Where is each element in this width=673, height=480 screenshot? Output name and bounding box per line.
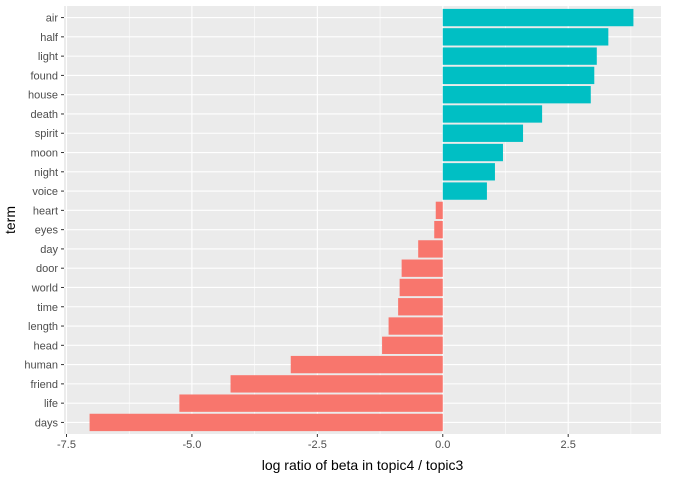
x-axis-title: log ratio of beta in topic4 / topic3 xyxy=(262,457,464,473)
bar-found xyxy=(442,66,595,85)
y-tick-label: time xyxy=(37,302,58,314)
y-tick-label: day xyxy=(40,244,58,256)
y-tick-label: moon xyxy=(30,148,58,160)
y-tick-label: heart xyxy=(33,205,58,217)
y-tick-label: found xyxy=(30,70,58,82)
y-tick-label: friend xyxy=(30,379,58,391)
y-tick-label: death xyxy=(30,109,58,121)
bar-days xyxy=(89,413,443,432)
x-tick-label: -5.0 xyxy=(182,439,201,451)
y-tick-label: half xyxy=(40,32,59,44)
bar-world xyxy=(399,278,443,297)
x-tick-label: -2.5 xyxy=(308,439,327,451)
bar-life xyxy=(179,394,443,412)
bar-light xyxy=(442,47,597,65)
bar-spirit xyxy=(442,124,524,142)
bar-moon xyxy=(442,143,503,162)
bar-voice xyxy=(442,182,487,200)
y-tick-label: days xyxy=(35,417,59,429)
x-tick-label: 2.5 xyxy=(561,439,576,451)
y-tick-label: world xyxy=(31,282,58,294)
bar-eyes xyxy=(434,220,443,239)
bar-door xyxy=(401,259,443,277)
bar-half xyxy=(442,28,609,46)
bar-air xyxy=(442,8,634,27)
y-tick-label: house xyxy=(28,90,58,102)
y-tick-label: air xyxy=(46,13,59,25)
bar-length xyxy=(388,317,443,335)
bar-house xyxy=(442,86,591,104)
bar-night xyxy=(442,163,495,181)
bar-day xyxy=(418,240,443,258)
y-tick-label: spirit xyxy=(35,128,58,140)
y-tick-label: life xyxy=(44,398,58,410)
y-tick-labels: air half light found house death spirit moon nig… xyxy=(24,13,64,429)
x-tick-labels: -7.5 -5.0 -2.5 0.0 2.5 xyxy=(57,434,576,451)
y-tick-label: door xyxy=(36,263,58,275)
x-tick-label: 0.0 xyxy=(435,439,450,451)
y-tick-label: head xyxy=(34,340,58,352)
bar-time xyxy=(398,298,443,316)
bar-death xyxy=(442,105,543,123)
y-tick-label: voice xyxy=(32,186,58,198)
y-tick-label: night xyxy=(34,167,58,179)
x-tick-label: -7.5 xyxy=(57,439,76,451)
bar-friend xyxy=(230,375,443,393)
y-tick-label: light xyxy=(38,51,58,63)
bar-head xyxy=(382,336,443,354)
y-tick-label: length xyxy=(28,321,58,333)
bar-heart xyxy=(435,201,443,220)
y-axis-title: term xyxy=(2,206,18,234)
bar-human xyxy=(290,355,443,374)
y-tick-label: eyes xyxy=(35,225,59,237)
y-tick-label: human xyxy=(24,360,58,372)
bars xyxy=(89,8,634,432)
